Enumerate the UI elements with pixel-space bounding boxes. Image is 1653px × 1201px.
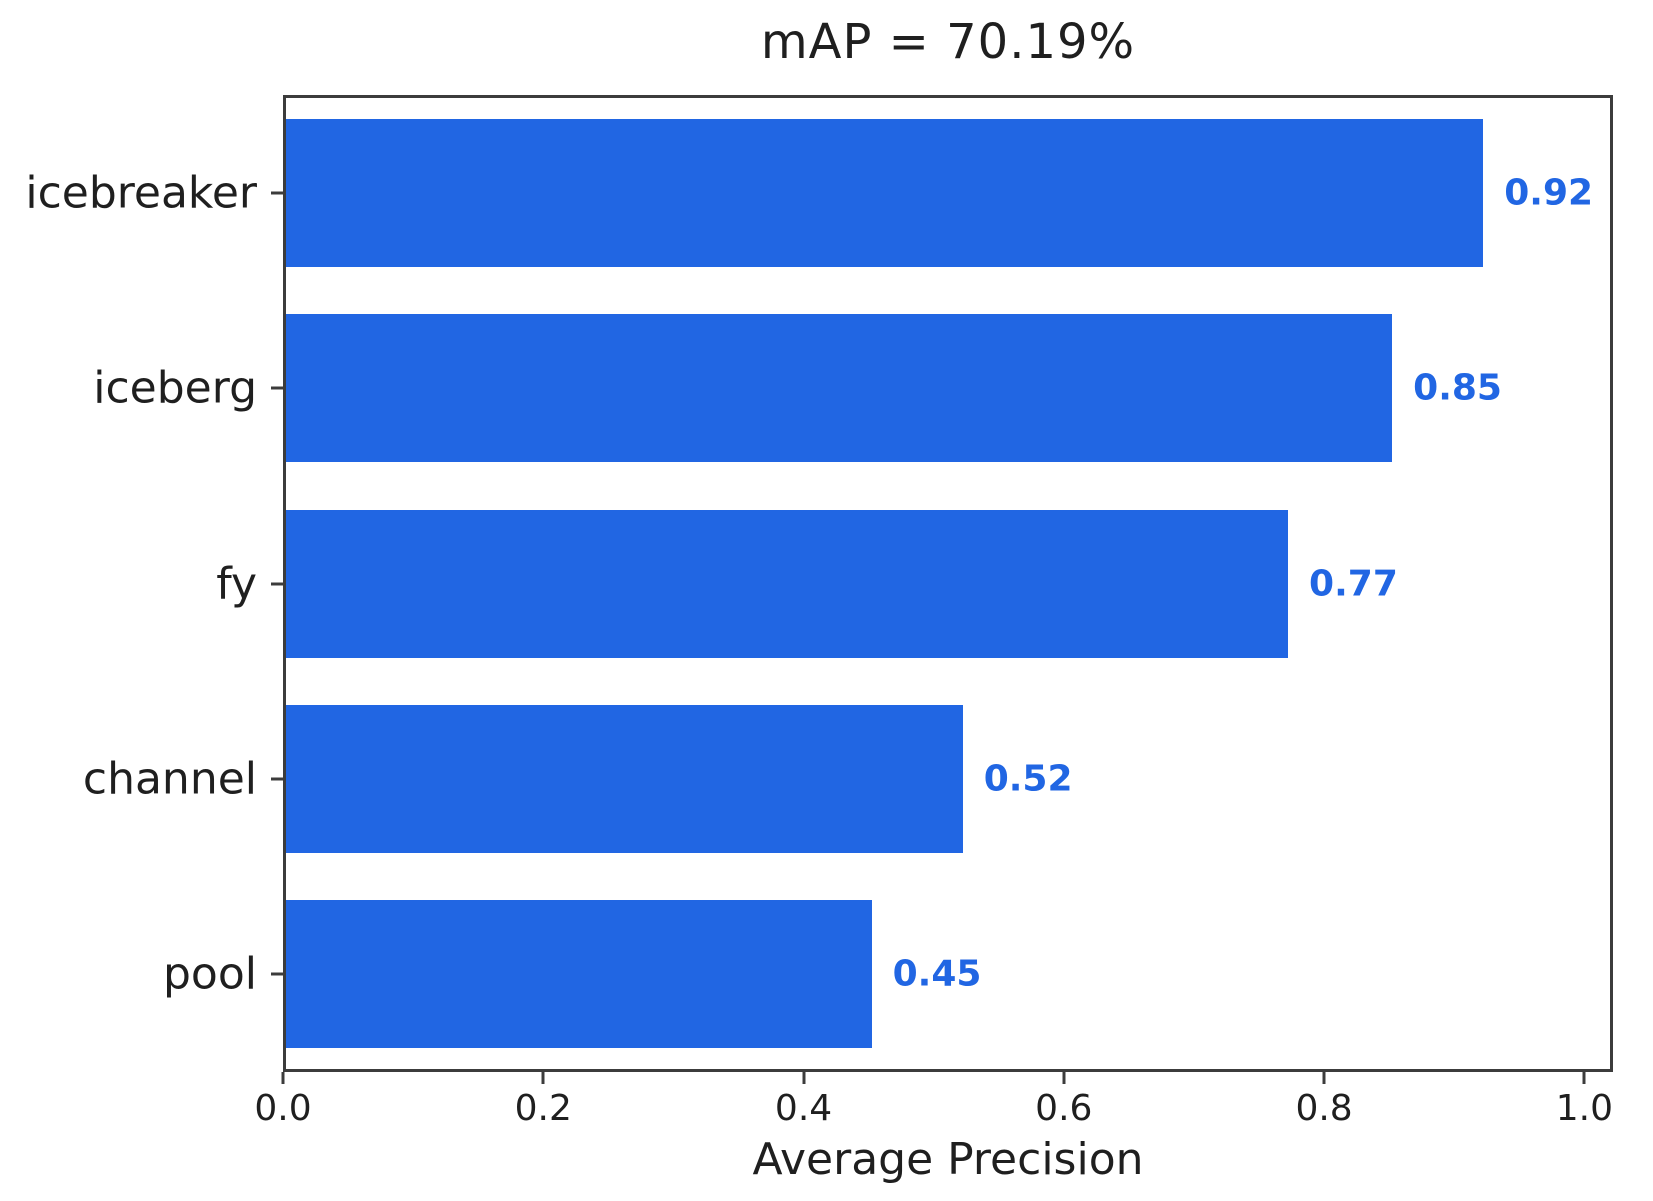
bar-channel [286, 704, 963, 853]
bar-icebreaker [286, 118, 1484, 267]
x-tick-mark [802, 1072, 806, 1084]
y-tick-mark [271, 972, 283, 976]
y-tick-label-icebreaker: icebreaker [25, 167, 257, 219]
x-axis-label: Average Precision [752, 1134, 1144, 1185]
bar-value-label-iceberg: 0.85 [1413, 367, 1502, 409]
x-tick-label-0.6: 0.6 [1035, 1088, 1093, 1129]
y-tick-mark [271, 582, 283, 585]
bar-iceberg [286, 314, 1393, 463]
y-tick-label-pool: pool [163, 948, 257, 1000]
chart-title: mAP = 70.19% [760, 14, 1136, 70]
bar-value-label-channel: 0.52 [983, 758, 1073, 800]
y-tick-label-channel: channel [82, 753, 257, 805]
bar-value-label-pool: 0.45 [892, 953, 982, 995]
x-tick-label-0.8: 0.8 [1295, 1088, 1353, 1129]
x-tick-label-0.0: 0.0 [254, 1088, 312, 1129]
x-tick-mark [1322, 1072, 1326, 1084]
x-tick-mark [1582, 1072, 1586, 1084]
bar-pool [286, 900, 872, 1049]
y-tick-mark [271, 777, 283, 781]
plot-area [283, 95, 1613, 1072]
x-tick-label-0.4: 0.4 [774, 1088, 833, 1129]
bar-fy [286, 509, 1289, 658]
y-tick-label-fy: fy [216, 558, 257, 609]
bar-value-label-fy: 0.77 [1309, 563, 1398, 604]
y-tick-label-iceberg: iceberg [93, 362, 257, 414]
x-tick-mark [281, 1072, 285, 1084]
bar-value-label-icebreaker: 0.92 [1504, 172, 1594, 214]
x-tick-label-0.2: 0.2 [514, 1088, 572, 1129]
x-tick-label-1.0: 1.0 [1555, 1088, 1613, 1129]
x-tick-mark [1062, 1072, 1066, 1084]
y-tick-mark [271, 191, 283, 195]
y-tick-mark [271, 386, 283, 390]
x-tick-mark [541, 1072, 545, 1084]
